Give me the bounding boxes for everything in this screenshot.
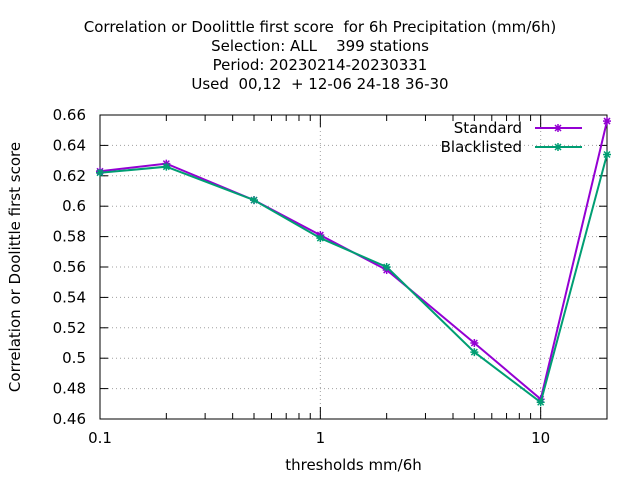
y-tick-label: 0.5 (62, 349, 86, 367)
chart-title-line-3: Period: 20230214-20230331 (212, 56, 428, 74)
y-tick-label: 0.46 (53, 410, 86, 428)
data-point-blacklisted (250, 196, 259, 205)
y-tick-label: 0.56 (53, 258, 86, 276)
data-point-blacklisted (382, 263, 391, 271)
x-axis-label: thresholds mm/6h (285, 456, 422, 474)
data-point-blacklisted (316, 234, 325, 243)
y-tick-label: 0.62 (53, 167, 86, 185)
chart-title-line-4: Used 00,12 + 12-06 24-18 36-30 (191, 75, 449, 93)
series-lines (96, 117, 611, 407)
data-point-standard (470, 339, 479, 347)
y-axis-label: Correlation or Doolittle first score (6, 142, 24, 392)
legend-marker-standard (554, 124, 562, 132)
tick-labels: 0.46 0.48 0.5 0.52 0.54 0.56 0.58 0.6 0.62 0.64 0.… (53, 106, 551, 447)
grid (100, 115, 607, 419)
series-line-blacklisted (99, 154, 608, 404)
x-tick-label: 10 (531, 429, 550, 447)
chart-title-line-2: Selection: ALL 399 stations (211, 37, 429, 55)
legend-label-blacklisted: Blacklisted (441, 138, 522, 156)
series-line-standard (99, 120, 608, 402)
y-tick-label: 0.6 (62, 197, 86, 215)
data-point-blacklisted (603, 150, 611, 159)
chart-title-line-1: Correlation or Doolittle first score for… (83, 18, 557, 36)
legend-marker-blacklisted (554, 143, 562, 151)
y-tick-label: 0.48 (53, 380, 86, 398)
data-point-standard (603, 117, 611, 126)
data-point-blacklisted (162, 162, 171, 171)
data-point-blacklisted (536, 398, 545, 407)
y-tick-label: 0.52 (53, 319, 86, 337)
x-tick-label: 0.1 (88, 429, 112, 447)
x-tick-label: 1 (316, 429, 326, 447)
data-point-blacklisted (96, 168, 104, 177)
y-tick-label: 0.66 (53, 106, 86, 124)
y-tick-label: 0.64 (53, 136, 86, 154)
y-tick-label: 0.58 (53, 228, 86, 246)
plot-frame (99, 114, 608, 420)
y-tick-label: 0.54 (53, 288, 86, 306)
legend-label-standard: Standard (454, 119, 522, 137)
data-point-blacklisted (470, 348, 479, 357)
